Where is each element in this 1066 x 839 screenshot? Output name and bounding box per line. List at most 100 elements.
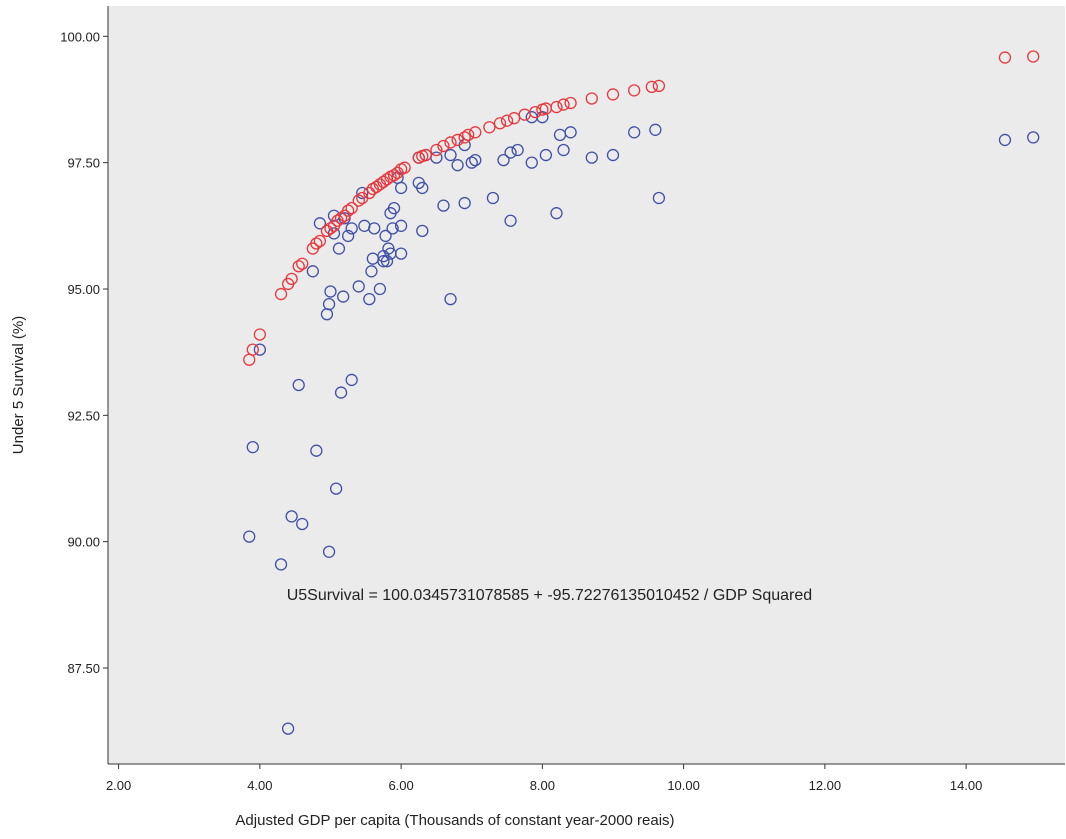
predicted-point (652, 79, 666, 92)
y-tick-label: 92.50 (67, 408, 100, 423)
predicted-point (296, 257, 309, 270)
y-axis-title: Under 5 Survival (%) (10, 316, 27, 454)
observed-point (486, 191, 500, 205)
predicted-point (451, 133, 464, 147)
observed-point (365, 265, 378, 278)
predicted-point (246, 343, 259, 356)
observed-point (504, 214, 517, 227)
x-axis-title: Adjusted GDP per capita (Thousands of co… (235, 812, 674, 829)
observed-point (504, 146, 517, 159)
observed-point (292, 378, 305, 392)
predicted-point (387, 169, 401, 182)
predicted-point (564, 96, 577, 110)
observed-point (451, 159, 464, 172)
observed-point (296, 517, 309, 531)
observed-point (394, 247, 408, 260)
predicted-point (345, 201, 358, 215)
predicted-point (628, 84, 641, 97)
observed-point (356, 186, 369, 200)
observed-point (281, 722, 295, 735)
observed-point (329, 482, 343, 495)
x-tick-label: 4.00 (247, 778, 272, 793)
observed-point (322, 545, 336, 558)
y-tick-label: 97.50 (67, 156, 100, 171)
observed-point (332, 242, 346, 255)
observed-point (1027, 131, 1040, 144)
predicted-point (550, 100, 563, 114)
predicted-point (585, 92, 598, 105)
x-tick-label: 6.00 (388, 778, 413, 793)
x-tick-label: 12.00 (809, 778, 842, 793)
observed-point (444, 148, 457, 162)
observed-point (352, 280, 365, 293)
observed-point (379, 229, 392, 243)
predicted-point (334, 212, 348, 225)
predicted-point (998, 51, 1012, 64)
observed-point (380, 255, 394, 268)
observed-point (585, 151, 598, 164)
predicted-point (645, 80, 658, 94)
predicted-point (253, 328, 266, 341)
predicted-point (398, 161, 411, 174)
observed-point (243, 530, 256, 543)
predicted-point (557, 98, 570, 111)
observed-point (557, 143, 570, 157)
observed-point (525, 156, 538, 169)
predicted-point (606, 88, 620, 101)
observed-point (550, 207, 563, 220)
observed-point (253, 343, 266, 356)
observed-point (377, 255, 390, 268)
observed-point (458, 196, 471, 210)
predicted-point (462, 128, 475, 142)
observed-point (322, 297, 336, 311)
observed-point (444, 292, 457, 306)
observed-point (337, 290, 350, 303)
predicted-point (292, 260, 305, 273)
y-tick-label: 90.00 (67, 535, 100, 550)
observed-point (306, 265, 319, 278)
y-tick-label: 100.00 (60, 29, 100, 44)
observed-point (285, 510, 298, 523)
observed-point (368, 222, 381, 235)
observed-point (649, 123, 662, 136)
observed-point (373, 282, 387, 296)
observed-point (606, 148, 620, 162)
plot-area (108, 6, 1065, 764)
predicted-point (469, 126, 482, 139)
observed-point (341, 229, 355, 243)
observed-point (416, 224, 429, 238)
observed-point (564, 126, 577, 139)
predicted-point (363, 186, 376, 200)
observed-point (416, 181, 429, 195)
y-tick-label: 87.50 (67, 661, 100, 676)
observed-point (465, 156, 478, 169)
observed-point (387, 201, 401, 215)
predicted-point (444, 136, 457, 149)
observed-point (652, 191, 666, 205)
observed-point (246, 441, 259, 454)
observed-point (334, 386, 348, 399)
observed-point (437, 199, 450, 212)
observed-point (394, 219, 408, 232)
predicted-point (324, 222, 337, 235)
x-tick-label: 14.00 (950, 778, 983, 793)
y-axis-ticks: 87.50 90.00 92.50 95.00 97.50 100.00 (60, 29, 108, 676)
predicted-point (458, 131, 471, 144)
observed-point (469, 153, 482, 167)
observed-point (628, 126, 641, 139)
predicted-point (341, 204, 355, 217)
observed-point (324, 285, 337, 298)
predicted-point (483, 121, 496, 134)
observed-point (497, 153, 510, 167)
observed-point (998, 133, 1012, 147)
predicted-point (313, 234, 327, 248)
observed-point (363, 292, 376, 306)
observed-point (345, 222, 358, 235)
predicted-point (310, 237, 323, 250)
predicted-point (352, 194, 365, 207)
observed-point (539, 148, 553, 162)
x-axis-ticks: 2.00 4.00 6.00 8.00 10.00 12.00 14.00 (106, 764, 982, 793)
predicted-point (500, 114, 514, 127)
y-tick-label: 95.00 (67, 282, 100, 297)
